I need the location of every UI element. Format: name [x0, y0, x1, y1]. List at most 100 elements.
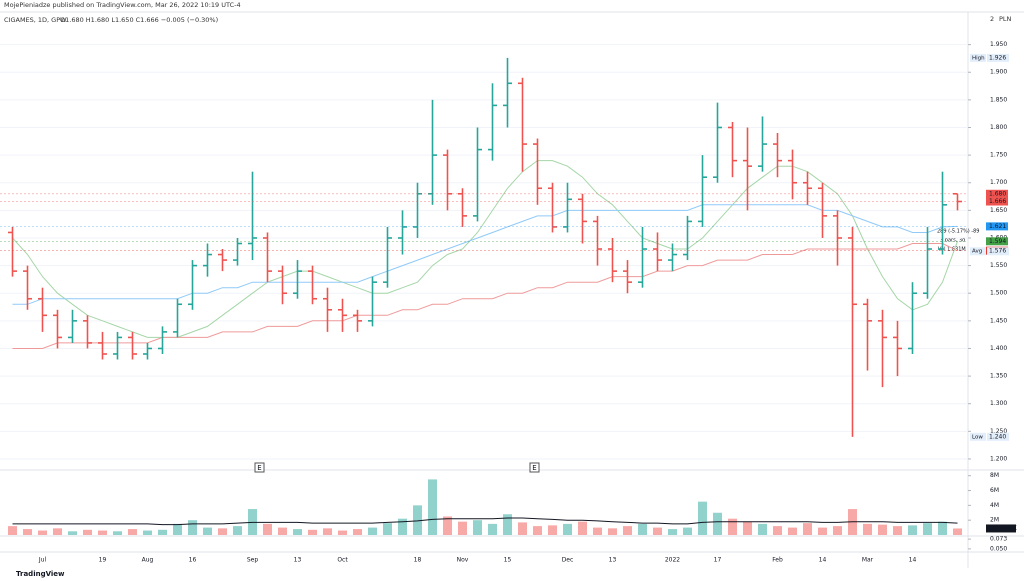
moving-average — [12, 204, 958, 305]
price-tag — [987, 432, 1009, 441]
x-tick-label: Aug — [142, 557, 154, 564]
volume-tag — [986, 524, 1016, 533]
volume-bar — [578, 521, 587, 535]
volume-bar — [788, 527, 797, 535]
price-tag — [986, 197, 1008, 206]
y-tick-label: 2M — [990, 517, 999, 524]
y-tick-label: 1.500 — [990, 290, 1007, 297]
scale: 2 — [990, 15, 994, 23]
volume-bar — [68, 531, 77, 535]
earnings-box — [529, 462, 540, 473]
volume-bar — [98, 530, 107, 535]
volume-bar — [128, 529, 137, 535]
ohlc-text: O1.680 H1.680 L1.650 C1.666 −0.005 (−0.3… — [60, 16, 218, 24]
moving-average — [12, 243, 958, 349]
volume-bar — [383, 523, 392, 535]
measure-annotation: Vol 1.631M — [938, 247, 966, 253]
volume-average — [12, 517, 958, 526]
volume-bar — [728, 518, 737, 535]
x-tick-label: 18 — [414, 557, 422, 564]
volume-bar — [863, 523, 872, 535]
x-tick-label: 15 — [504, 557, 512, 564]
y-tick-label: 1.750 — [990, 152, 1007, 159]
y-tick-label: 4M — [990, 502, 999, 509]
price-tag — [986, 189, 1008, 198]
y-tick-label: 0.050 — [990, 545, 1007, 552]
volume-bar — [308, 529, 317, 535]
price-tag — [987, 247, 1009, 256]
volume-bar — [53, 528, 62, 535]
volume-bar — [263, 523, 272, 535]
volume-bar — [518, 522, 527, 535]
y-tick-label: 1.300 — [990, 400, 1007, 407]
x-tick-label: Mar — [862, 557, 874, 564]
volume-bar — [623, 526, 632, 535]
volume-bar — [113, 531, 122, 535]
y-tick-label: 1.450 — [990, 317, 1007, 324]
volume-bar — [548, 525, 557, 535]
volume-bar — [503, 514, 512, 535]
volume-bar — [893, 526, 902, 535]
volume-bar — [698, 501, 707, 535]
x-tick-label: Feb — [772, 557, 783, 564]
price-tag-label: 1.666 — [989, 198, 1006, 205]
x-tick-label: 14 — [819, 557, 827, 564]
volume-bar — [488, 523, 497, 535]
price-tag-name: Avg — [972, 249, 982, 255]
y-tick-label: 1.650 — [990, 207, 1007, 214]
measure-annotation: 289 (-5.17%) -89 — [937, 229, 979, 235]
volume-bar — [833, 526, 842, 535]
volume-bar — [8, 526, 17, 535]
price-tag — [987, 53, 1009, 62]
price-tag-label: 1.926 — [989, 54, 1006, 61]
volume-bar — [413, 505, 422, 535]
x-tick-label: Dec — [562, 557, 574, 564]
y-tick-label: 1.900 — [990, 69, 1007, 76]
volume-bar — [713, 512, 722, 535]
y-tick-label: 6M — [990, 487, 999, 494]
measure-annotation: 3 bars, 3d — [940, 238, 965, 244]
volume-bar — [143, 530, 152, 535]
x-tick-label: Oct — [337, 557, 348, 564]
x-tick-label: 14 — [909, 557, 917, 564]
x-tick-label: Nov — [457, 557, 469, 564]
volume-bar — [428, 479, 437, 535]
price-tag — [986, 237, 1008, 246]
price-tag-name: High — [972, 55, 985, 61]
volume-bar — [38, 530, 47, 535]
volume-bar — [878, 524, 887, 535]
x-tick-label: 16 — [189, 557, 197, 564]
earnings-marker: E — [257, 464, 261, 472]
y-tick-label: 8M — [990, 472, 999, 479]
volume-bar — [758, 523, 767, 535]
volume-bar — [743, 521, 752, 535]
volume-bar — [323, 528, 332, 535]
volume-bar — [608, 528, 617, 535]
volume-tag-label: 881.955K — [988, 525, 1018, 532]
price-tag-label: 1.680 — [989, 190, 1006, 197]
volume-bar — [203, 527, 212, 535]
volume-bar — [278, 527, 287, 535]
volume-bar — [83, 529, 92, 535]
price-tag-label: 1.576 — [989, 248, 1006, 255]
x-tick-label: Sep — [247, 557, 259, 564]
volume-bar — [563, 523, 572, 535]
volume-bar — [23, 529, 32, 535]
volume-bar — [368, 527, 377, 535]
watermark: TradingView — [16, 570, 65, 578]
earnings-marker: E — [532, 464, 536, 472]
volume-bar — [443, 516, 452, 535]
volume-bar — [938, 521, 947, 535]
volume-bar — [173, 523, 182, 535]
price-tag-name: Low — [972, 434, 983, 440]
volume-bar — [233, 526, 242, 535]
y-tick-label: 1.350 — [990, 373, 1007, 380]
x-tick-label: Jul — [38, 557, 47, 564]
volume-bar — [398, 518, 407, 535]
volume-bar — [218, 528, 227, 535]
volume-bar — [953, 528, 962, 535]
volume-bar — [293, 529, 302, 535]
volume-bar — [473, 520, 482, 535]
